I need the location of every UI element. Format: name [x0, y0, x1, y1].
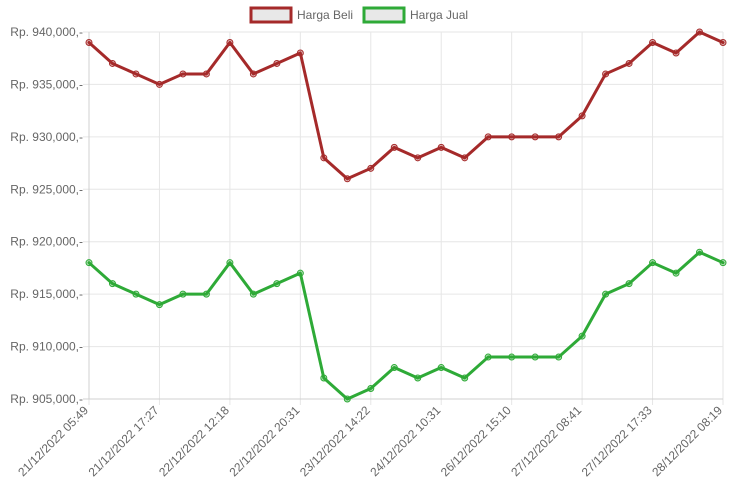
data-point-harga-jual[interactable]: [461, 374, 469, 382]
series-line-harga-beli: [87, 30, 725, 181]
x-tick-label: 24/12/2022 10:31: [367, 403, 443, 479]
x-tick-label: 23/12/2022 14:22: [297, 403, 373, 479]
data-point-harga-beli[interactable]: [531, 133, 539, 141]
data-point-harga-jual[interactable]: [414, 374, 422, 382]
data-point-harga-beli[interactable]: [414, 154, 422, 162]
y-tick-label: Rp. 925,000,-: [10, 182, 83, 196]
data-point-harga-jual[interactable]: [132, 290, 140, 298]
data-point-harga-beli[interactable]: [649, 38, 657, 46]
data-point-harga-jual[interactable]: [508, 353, 516, 361]
x-tick-label: 21/12/2022 17:27: [86, 403, 162, 479]
x-tick-label: 26/12/2022 15:10: [438, 403, 514, 479]
y-axis: Rp. 905,000,- Rp. 910,000,- Rp. 915,000,- R…: [10, 25, 90, 406]
data-point-harga-beli[interactable]: [226, 38, 234, 46]
data-point-harga-jual[interactable]: [108, 280, 116, 288]
grid-lines: [83, 31, 724, 405]
legend-swatch-harga-jual: [362, 6, 406, 24]
data-point-harga-beli[interactable]: [696, 28, 704, 36]
data-point-harga-jual[interactable]: [484, 353, 492, 361]
data-point-harga-jual[interactable]: [437, 364, 445, 372]
data-point-harga-jual[interactable]: [649, 259, 657, 267]
data-point-harga-jual[interactable]: [719, 259, 727, 267]
data-point-harga-jual[interactable]: [320, 374, 328, 382]
data-point-harga-beli[interactable]: [602, 70, 610, 78]
legend-swatch-harga-beli: [249, 6, 293, 24]
data-point-harga-jual[interactable]: [625, 280, 633, 288]
legend-label-harga-beli: Harga Beli: [297, 8, 353, 22]
data-point-harga-beli[interactable]: [132, 70, 140, 78]
data-point-harga-jual[interactable]: [249, 290, 257, 298]
data-point-harga-beli[interactable]: [367, 164, 375, 172]
data-point-harga-beli[interactable]: [437, 143, 445, 151]
data-point-harga-beli[interactable]: [202, 70, 210, 78]
data-point-harga-beli[interactable]: [273, 59, 281, 67]
legend-item-harga-jual[interactable]: Harga Jual: [362, 6, 468, 24]
series-layer: [85, 28, 727, 403]
data-point-harga-beli[interactable]: [296, 49, 304, 57]
data-point-harga-beli[interactable]: [85, 38, 93, 46]
y-tick-label: Rp. 905,000,-: [10, 392, 83, 406]
y-tick-label: Rp. 920,000,-: [10, 235, 83, 249]
y-tick-label: Rp. 930,000,-: [10, 130, 83, 144]
x-tick-label: 28/12/2022 08:19: [649, 403, 725, 479]
data-point-harga-jual[interactable]: [578, 332, 586, 340]
x-tick-label: 27/12/2022 17:33: [579, 403, 655, 479]
data-point-harga-jual[interactable]: [602, 290, 610, 298]
data-point-harga-beli[interactable]: [508, 133, 516, 141]
data-point-harga-beli[interactable]: [672, 49, 680, 57]
data-point-harga-beli[interactable]: [249, 70, 257, 78]
data-point-harga-beli[interactable]: [155, 80, 163, 88]
data-point-harga-beli[interactable]: [578, 112, 586, 120]
data-point-harga-jual[interactable]: [672, 269, 680, 277]
data-point-harga-beli[interactable]: [555, 133, 563, 141]
y-tick-label: Rp. 940,000,-: [10, 25, 83, 39]
data-point-harga-beli[interactable]: [343, 175, 351, 183]
data-point-harga-beli[interactable]: [484, 133, 492, 141]
data-point-harga-jual[interactable]: [390, 364, 398, 372]
data-point-harga-jual[interactable]: [531, 353, 539, 361]
data-point-harga-beli[interactable]: [719, 38, 727, 46]
data-point-harga-jual[interactable]: [343, 395, 351, 403]
data-point-harga-jual[interactable]: [226, 259, 234, 267]
data-point-harga-beli[interactable]: [179, 70, 187, 78]
x-tick-label: 22/12/2022 12:18: [156, 403, 232, 479]
data-point-harga-jual[interactable]: [202, 290, 210, 298]
x-tick-label: 21/12/2022 05:49: [15, 403, 91, 479]
x-tick-label: 27/12/2022 08:41: [508, 403, 584, 479]
legend-label-harga-jual: Harga Jual: [410, 8, 468, 22]
y-tick-label: Rp. 910,000,-: [10, 340, 83, 354]
data-point-harga-jual[interactable]: [155, 301, 163, 309]
data-point-harga-beli[interactable]: [108, 59, 116, 67]
legend: Harga Beli Harga Jual: [249, 6, 468, 24]
legend-item-harga-beli[interactable]: Harga Beli: [249, 6, 353, 24]
data-point-harga-beli[interactable]: [625, 59, 633, 67]
data-point-harga-jual[interactable]: [85, 259, 93, 267]
data-point-harga-jual[interactable]: [696, 248, 704, 256]
data-point-harga-beli[interactable]: [390, 143, 398, 151]
data-point-harga-jual[interactable]: [179, 290, 187, 298]
data-point-harga-beli[interactable]: [320, 154, 328, 162]
data-point-harga-beli[interactable]: [461, 154, 469, 162]
y-tick-label: Rp. 935,000,-: [10, 77, 83, 91]
data-point-harga-jual[interactable]: [296, 269, 304, 277]
y-tick-label: Rp. 915,000,-: [10, 287, 83, 301]
data-point-harga-jual[interactable]: [367, 385, 375, 393]
data-point-harga-jual[interactable]: [555, 353, 563, 361]
x-tick-label: 22/12/2022 20:31: [226, 403, 302, 479]
series-line-harga-jual: [87, 250, 725, 401]
data-point-harga-jual[interactable]: [273, 280, 281, 288]
